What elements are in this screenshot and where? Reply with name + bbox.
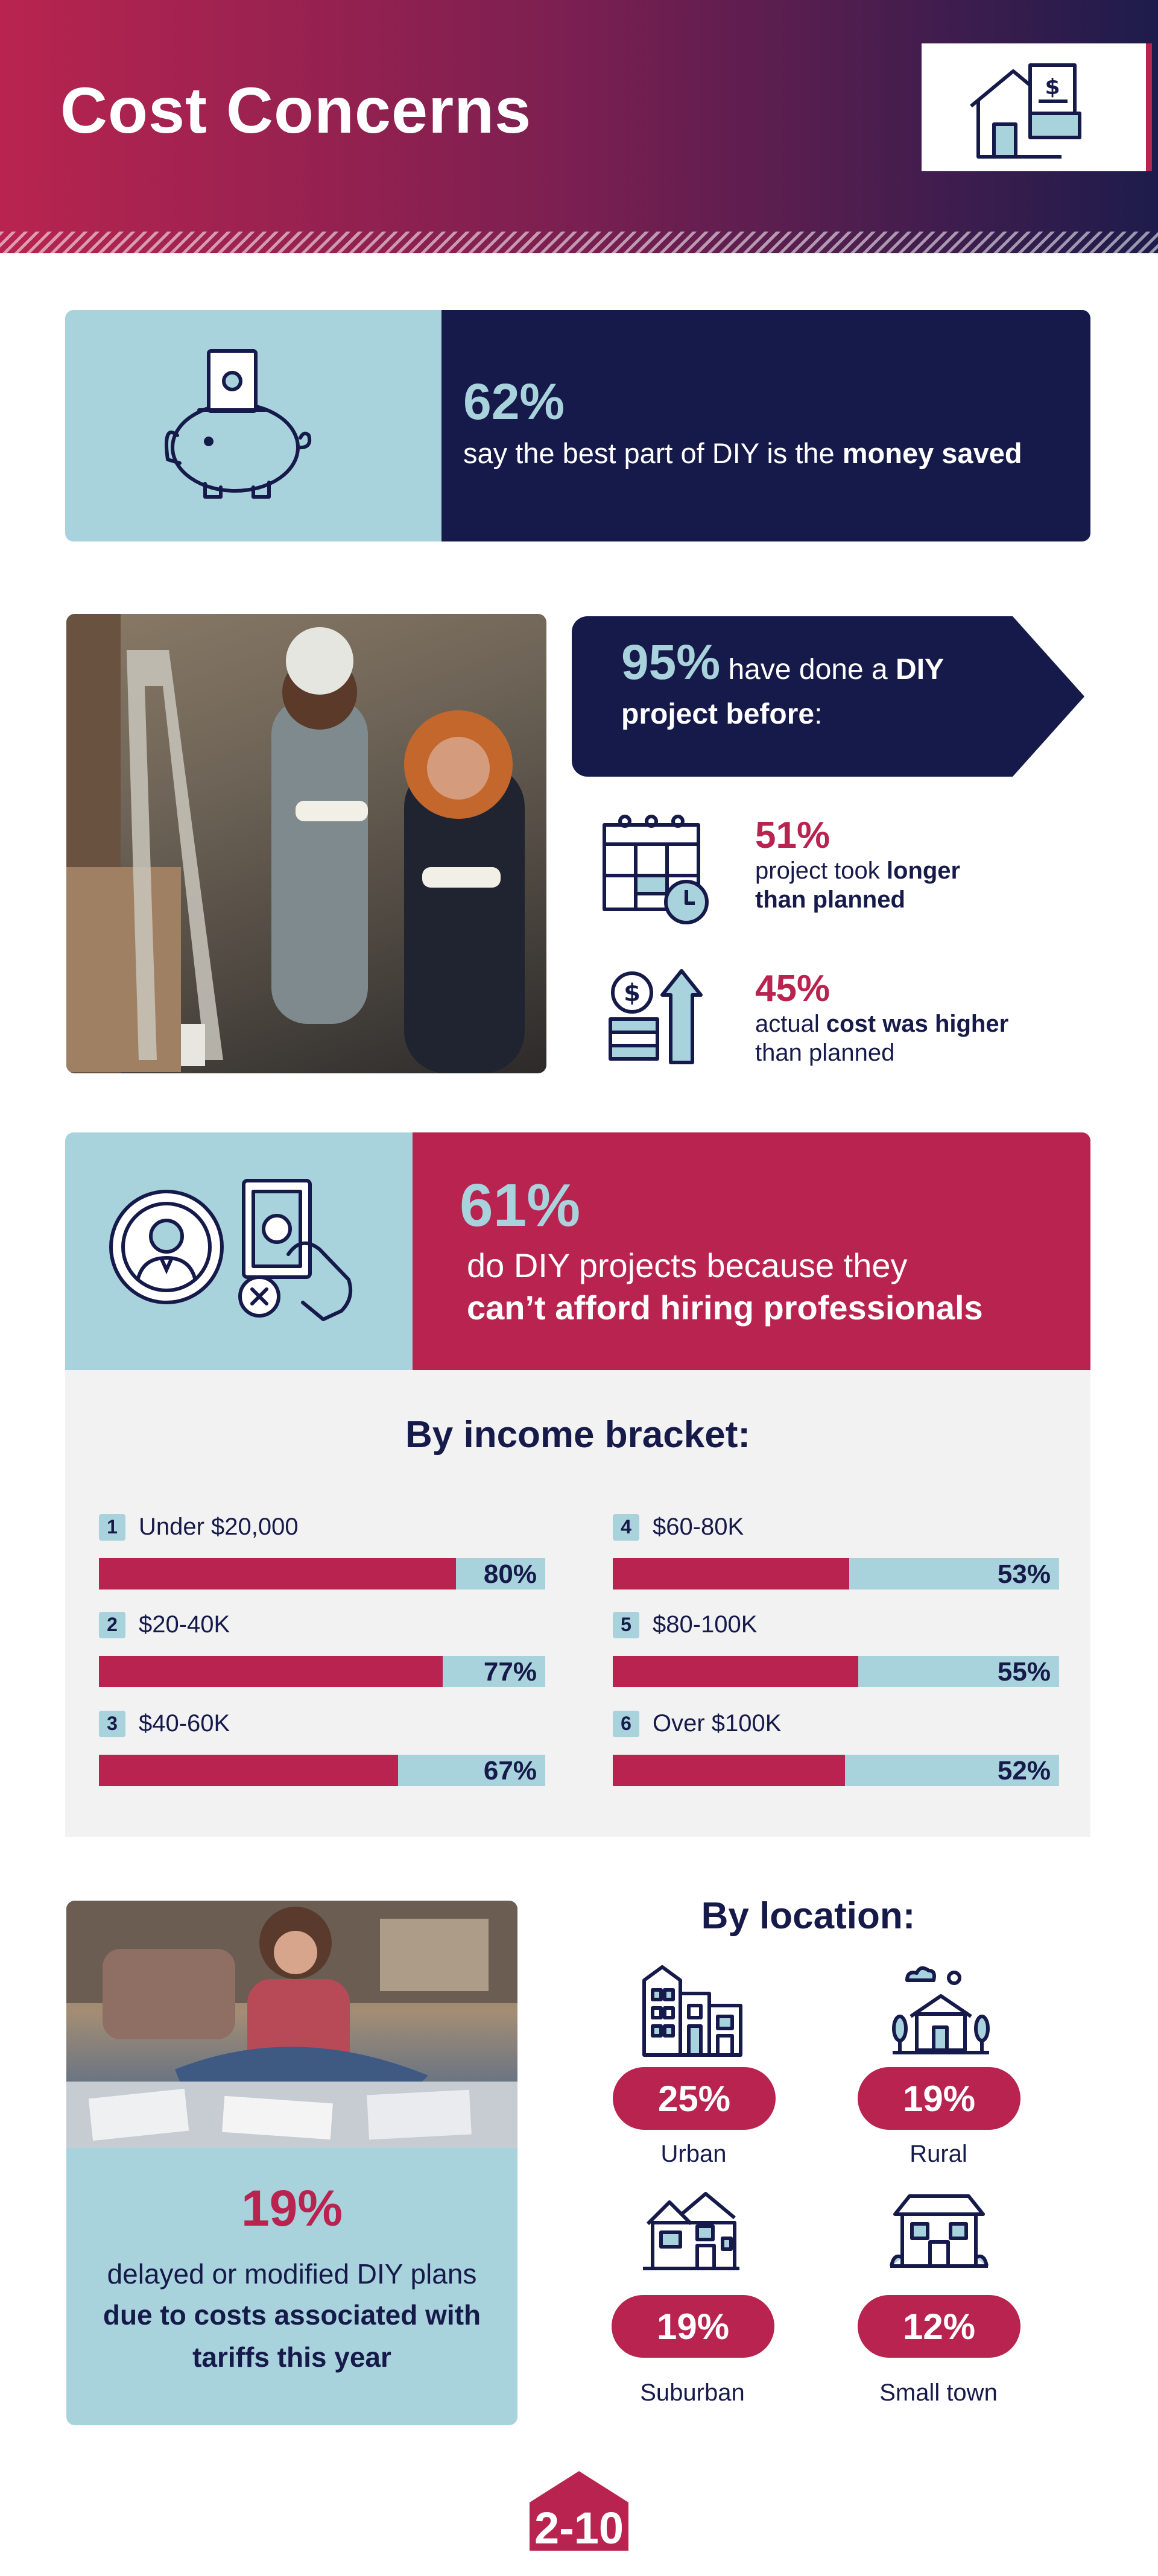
- stat-done-before-text: 95% have done a DIY project before:: [621, 635, 944, 731]
- location-percent-pill: 19%: [612, 2295, 774, 2358]
- stat-afford-line2: can’t afford hiring professionals: [467, 1289, 983, 1327]
- substat-longer-percent: 51%: [755, 815, 831, 856]
- income-bracket-bar: 55%: [613, 1656, 1059, 1687]
- location-label: Rural: [910, 2141, 967, 2167]
- location-percent-pill: 25%: [613, 2067, 776, 2130]
- income-bracket-bar-fill: [613, 1656, 858, 1687]
- income-bracket-header: 5 $80-100K: [613, 1611, 757, 1638]
- suburban-house-icon: [643, 2192, 739, 2270]
- stat-done-before-percent: 95%: [621, 635, 721, 690]
- location-title: By location:: [701, 1895, 916, 1937]
- income-bracket-number: 2: [99, 1611, 125, 1638]
- income-bracket-bar: 80%: [99, 1558, 545, 1589]
- income-title: By income bracket:: [405, 1414, 750, 1456]
- hand-money-no-icon: [238, 1179, 352, 1321]
- photo-woman-paperwork-image: [66, 1901, 517, 2148]
- income-bracket-label: $40-60K: [139, 1710, 230, 1737]
- income-bracket-value: 53%: [997, 1559, 1051, 1589]
- income-bracket-header: 6 Over $100K: [613, 1710, 781, 1737]
- income-bracket-number: 4: [613, 1514, 639, 1541]
- income-bracket-number: 1: [99, 1514, 125, 1541]
- tariff-line2: due to costs associated with: [103, 2299, 481, 2331]
- income-bracket-label: $80-100K: [653, 1611, 758, 1638]
- income-bracket-header: 2 $20-40K: [99, 1611, 230, 1638]
- income-bracket-label: Under $20,000: [139, 1514, 299, 1540]
- photo-woman-paperwork: [66, 1901, 517, 2148]
- stat-done-before-banner: [572, 616, 1084, 777]
- page-title: Cost Concerns: [60, 74, 532, 147]
- income-bracket-value: 77%: [483, 1657, 537, 1687]
- coins-arrow-up-icon: $: [609, 969, 703, 1064]
- tariff-percent: 19%: [241, 2180, 343, 2237]
- income-bracket-number: 3: [99, 1710, 125, 1737]
- header-icon-box: $: [922, 43, 1152, 171]
- income-bracket-header: 4 $60-80K: [613, 1514, 744, 1541]
- professional-avatar-icon: [109, 1190, 224, 1304]
- stat-afford-line1: do DIY projects because they: [467, 1246, 908, 1284]
- calendar-clock-icon: [603, 815, 709, 924]
- income-bracket-label: Over $100K: [653, 1710, 782, 1737]
- income-bracket-number: 5: [613, 1611, 639, 1638]
- income-bracket-value: 55%: [997, 1657, 1051, 1687]
- tariff-card: [66, 2148, 517, 2425]
- income-bracket-value: 52%: [997, 1756, 1051, 1785]
- substat-cost-text: actual cost was higher than planned: [755, 1011, 1009, 1066]
- income-bracket-bar: 77%: [99, 1656, 545, 1687]
- income-bracket-bar-fill: [613, 1558, 850, 1589]
- substat-longer-text: project took longer than planned: [755, 857, 961, 913]
- location-percent-pill: 19%: [858, 2067, 1020, 2130]
- substat-cost-percent: 45%: [755, 968, 831, 1009]
- income-bracket-label: $60-80K: [653, 1514, 744, 1540]
- header-stripes: [0, 232, 1158, 253]
- photo-couple-painting-image: [66, 614, 525, 1073]
- tariff-line3: tariffs this year: [192, 2341, 391, 2373]
- piggy-bank-icon: [165, 349, 312, 499]
- stat-money-saved-panel: [441, 310, 1090, 541]
- brand-logo: 2-10: [530, 2471, 628, 2553]
- income-bracket-bar: 67%: [99, 1755, 545, 1786]
- small-town-house-icon: [890, 2194, 989, 2268]
- income-bracket-label: $20-40K: [139, 1611, 230, 1638]
- stat-afford-percent: 61%: [460, 1172, 581, 1239]
- city-buildings-icon: [642, 1965, 742, 2057]
- svg-text:$: $: [1045, 75, 1060, 99]
- photo-couple-painting: [66, 614, 546, 1073]
- income-bracket-value: 67%: [483, 1756, 537, 1785]
- income-bracket-value: 80%: [483, 1559, 537, 1589]
- tariff-line1: delayed or modified DIY plans: [107, 2258, 477, 2290]
- income-bracket-bar-fill: [613, 1755, 845, 1786]
- location-label: Suburban: [640, 2379, 745, 2406]
- income-bracket-number: 6: [613, 1710, 639, 1737]
- stat-money-saved-percent: 62%: [463, 373, 565, 430]
- income-bracket-bar-fill: [99, 1558, 456, 1589]
- svg-text:$: $: [624, 979, 641, 1007]
- income-bracket-header: 1 Under $20,000: [99, 1514, 299, 1541]
- stat-afford-panel: [413, 1132, 1090, 1370]
- location-percent-pill: 12%: [858, 2295, 1020, 2358]
- income-bracket-header: 3 $40-60K: [99, 1710, 230, 1737]
- income-bracket-bar-fill: [99, 1755, 398, 1786]
- income-bracket-bar: 52%: [613, 1755, 1059, 1786]
- house-receipt-icon: $: [970, 63, 1081, 159]
- stat-money-saved-text: say the best part of DIY is the money sa…: [463, 437, 1022, 469]
- income-bracket-bar-fill: [99, 1656, 443, 1687]
- location-label: Small town: [879, 2379, 998, 2406]
- income-bracket-bar: 53%: [613, 1558, 1059, 1589]
- location-label: Urban: [660, 2141, 727, 2167]
- rural-house-icon: [892, 1966, 990, 2054]
- brand-logo-text: 2-10: [534, 2503, 624, 2553]
